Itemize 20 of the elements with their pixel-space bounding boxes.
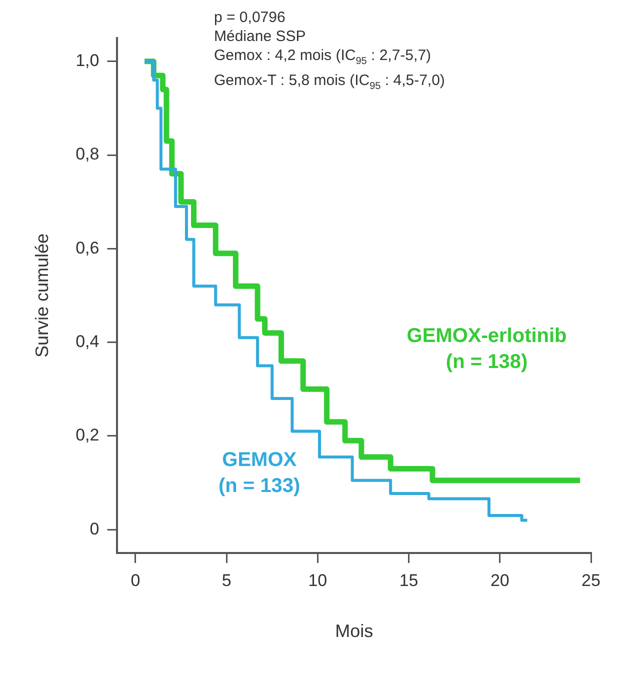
x-tick-label: 10 xyxy=(308,570,328,590)
x-tick-label: 0 xyxy=(130,570,140,590)
series-label: GEMOX (n = 133) xyxy=(218,448,300,497)
annotation: Gemox : 4,2 mois (IC$_{95}$ : 2,7-5,7) xyxy=(214,46,432,69)
text: p = 0,0796 xyxy=(214,8,286,27)
y-axis-title: Survie cumulée xyxy=(32,233,52,358)
y-tick-label: 0,2 xyxy=(76,426,100,445)
x-tick-label: 20 xyxy=(490,570,510,590)
y-tick-label: 0,8 xyxy=(76,144,100,164)
annotation: Médiane SSP xyxy=(214,27,307,46)
annotation: Gemox-T : 5,8 mois (IC$_{95}$ : 4,5-7,0) xyxy=(214,71,445,94)
x-tick-label: 5 xyxy=(222,570,232,590)
y-tick-label: 0,4 xyxy=(76,332,100,352)
x-axis-title: Mois xyxy=(335,621,374,642)
x-tick-label: 25 xyxy=(582,570,600,590)
y-tick-label: 0 xyxy=(90,519,100,538)
text: GEMOX-erlotinib (n = 138) xyxy=(406,325,567,374)
x-tick-label: 15 xyxy=(399,570,418,590)
y-tick-label: 0,6 xyxy=(76,238,100,258)
y-tick-label: 1,0 xyxy=(76,51,100,70)
